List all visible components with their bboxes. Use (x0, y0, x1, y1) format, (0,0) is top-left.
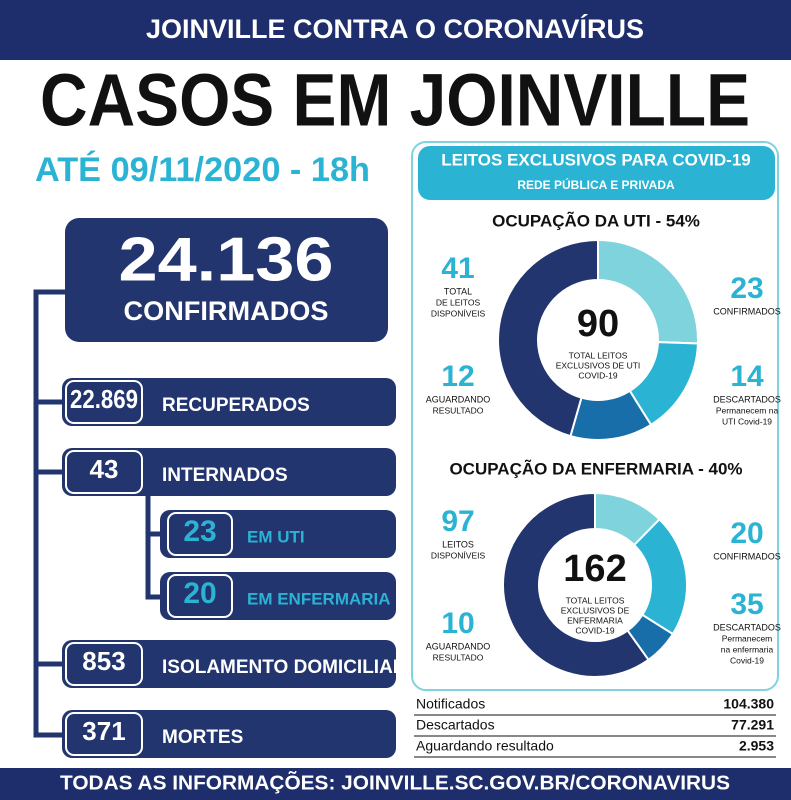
segment-label: CONFIRMADOS (713, 551, 781, 561)
donut-segment (597, 238, 699, 345)
donut-title: OCUPAÇÃO DA UTI - 54% (492, 210, 700, 230)
segment-label: TOTAL (444, 286, 472, 296)
table-value: 77.291 (731, 717, 774, 733)
segment-label: RESULTADO (433, 652, 484, 662)
stat-label: INTERNADOS (162, 465, 288, 486)
donut-center-label: COVID-19 (578, 370, 617, 380)
stat-value-box (65, 712, 143, 756)
sub-stat-value-box (167, 512, 233, 556)
confirmed-value: 24.136 (119, 225, 334, 294)
stat-label: ISOLAMENTO DOMICILIAR (162, 657, 407, 678)
donut-segment (497, 238, 599, 438)
banner: JOINVILLE CONTRA O CORONAVÍRUS (146, 13, 644, 44)
donut-center-label: TOTAL LEITOS (566, 595, 625, 605)
sub-stat-label: EM UTI (247, 527, 305, 546)
stat-value: 371 (82, 716, 125, 746)
segment-value: 41 (441, 252, 474, 285)
segment-label: DISPONÍVEIS (431, 308, 486, 318)
sub-stat-value-box (167, 574, 233, 618)
segment-label: UTI Covid-19 (722, 416, 772, 426)
segment-label: AGUARDANDO (426, 394, 491, 404)
stat-box (62, 710, 396, 758)
table-label: Descartados (416, 717, 495, 733)
segment-value: 14 (730, 360, 764, 393)
segment-value: 35 (730, 588, 763, 621)
segment-label: CONFIRMADOS (713, 306, 781, 316)
title: CASOS EM JOINVILLE (40, 59, 750, 142)
sub-stat-value: 23 (183, 515, 216, 548)
donut-center-label: TOTAL LEITOS (569, 350, 628, 360)
stat-value-box (65, 450, 143, 494)
donut-center-label: COVID-19 (575, 625, 614, 635)
table-label: Aguardando resultado (416, 738, 554, 754)
table-label: Notificados (416, 696, 485, 712)
stat-box (62, 378, 396, 426)
date: ATÉ 09/11/2020 - 18h (35, 151, 370, 189)
footer: TODAS AS INFORMAÇÕES: JOINVILLE.SC.GOV.B… (60, 770, 730, 794)
beds-subtitle: REDE PÚBLICA E PRIVADA (517, 177, 675, 192)
segment-value: 20 (730, 517, 763, 550)
stat-value-box (65, 642, 143, 686)
donut-center-label: ENFERMARIA (567, 615, 623, 625)
segment-value: 97 (441, 505, 474, 538)
segment-label: LEITOS (442, 539, 474, 549)
table-value: 2.953 (739, 738, 774, 754)
connectors (33, 289, 160, 738)
segment-label: DESCARTADOS (713, 394, 781, 404)
table-value: 104.380 (723, 696, 774, 712)
banner-bg (0, 0, 791, 60)
beds-header (418, 146, 775, 200)
sub-stat-label: EM ENFERMARIA (247, 589, 391, 608)
beds-title: LEITOS EXCLUSIVOS PARA COVID-19 (441, 150, 751, 169)
segment-label: DISPONÍVEIS (431, 550, 486, 560)
donut-total: 90 (577, 303, 619, 345)
segment-label: DE LEITOS (436, 297, 481, 307)
donut-segment (502, 491, 650, 678)
donut-center-label: EXCLUSIVOS DE (561, 605, 630, 615)
segment-label: Permanecem (722, 633, 773, 643)
footer-bg (0, 768, 791, 800)
segment-value: 12 (441, 360, 474, 393)
stat-value: 43 (90, 454, 119, 484)
segment-label: AGUARDANDO (426, 641, 491, 651)
stat-label: MORTES (162, 727, 243, 748)
segment-label: Covid-19 (730, 655, 764, 665)
sub-stat-value: 20 (183, 577, 216, 610)
segment-value: 10 (441, 607, 474, 640)
stat-value-box (65, 380, 143, 424)
segment-label: Permanecem na (716, 405, 779, 415)
stat-label: RECUPERADOS (162, 395, 310, 416)
stat-value: 853 (82, 646, 125, 676)
stat-value: 22.869 (70, 384, 138, 414)
stat-box (62, 640, 396, 688)
stat-box (62, 448, 396, 496)
segment-label: na enfermaria (721, 644, 774, 654)
segment-label: RESULTADO (433, 405, 484, 415)
donut-total: 162 (563, 548, 626, 590)
confirmed-label: CONFIRMADOS (124, 296, 329, 326)
segment-label: DESCARTADOS (713, 622, 781, 632)
segment-value: 23 (730, 272, 763, 305)
confirmed-box (65, 218, 388, 342)
donut-title: OCUPAÇÃO DA ENFERMARIA - 40% (449, 458, 742, 478)
donut-center-label: EXCLUSIVOS DE UTI (556, 360, 641, 370)
